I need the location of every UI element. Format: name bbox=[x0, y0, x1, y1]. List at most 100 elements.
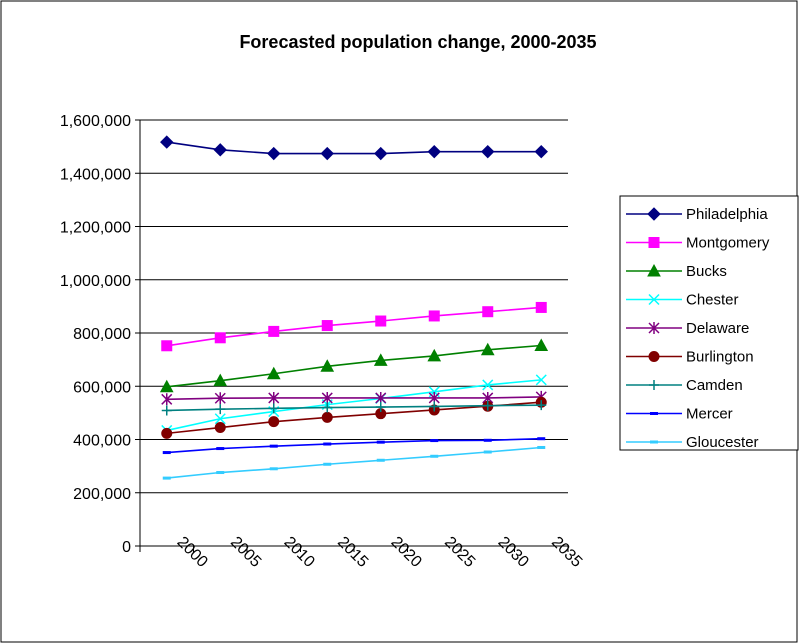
point-marker bbox=[537, 437, 546, 441]
point-marker bbox=[213, 143, 227, 157]
point-marker bbox=[650, 440, 658, 444]
point-marker bbox=[322, 402, 333, 413]
point-marker bbox=[321, 411, 333, 423]
point-marker bbox=[161, 427, 173, 439]
point-marker bbox=[375, 315, 387, 327]
point-marker bbox=[427, 348, 442, 362]
series-philadelphia bbox=[160, 135, 548, 161]
y-tick-label: 200,000 bbox=[73, 486, 131, 503]
y-tick-label: 0 bbox=[122, 539, 131, 556]
point-marker bbox=[373, 353, 388, 366]
point-marker bbox=[266, 366, 281, 380]
point-marker bbox=[321, 391, 333, 404]
series-line bbox=[166, 437, 542, 454]
point-marker bbox=[268, 416, 280, 428]
point-marker bbox=[269, 467, 278, 471]
series-line bbox=[166, 379, 542, 432]
series-line bbox=[166, 446, 542, 479]
point-marker bbox=[481, 144, 495, 159]
legend-entry-montgomery: Montgomery bbox=[626, 235, 770, 252]
point-marker bbox=[648, 293, 660, 306]
point-marker bbox=[161, 405, 172, 416]
y-tick-label: 400,000 bbox=[73, 433, 131, 450]
series-burlington bbox=[161, 396, 547, 439]
point-marker bbox=[323, 442, 332, 446]
legend-entry-bucks: Bucks bbox=[626, 263, 727, 280]
point-marker bbox=[321, 320, 333, 332]
series-line bbox=[166, 401, 542, 435]
point-marker bbox=[323, 462, 332, 466]
point-marker bbox=[376, 440, 385, 444]
series-line bbox=[166, 404, 542, 412]
point-marker bbox=[535, 374, 547, 386]
point-marker bbox=[534, 338, 549, 352]
point-marker bbox=[161, 340, 173, 352]
point-marker bbox=[648, 237, 660, 248]
legend: Philadelphia Montgomery Bucks Chester Delawa… bbox=[619, 195, 799, 451]
point-marker bbox=[648, 322, 660, 334]
y-tick-label: 800,000 bbox=[73, 326, 131, 343]
series-mercer bbox=[162, 437, 546, 455]
legend-label: Burlington bbox=[686, 349, 754, 366]
legend-label: Delaware bbox=[686, 320, 749, 337]
y-tick-label: 600,000 bbox=[73, 379, 131, 396]
legend-label: Camden bbox=[686, 377, 743, 394]
legend-label: Bucks bbox=[686, 263, 727, 280]
point-marker bbox=[375, 402, 386, 413]
point-marker bbox=[482, 379, 494, 391]
legend-label: Chester bbox=[686, 292, 739, 309]
point-marker bbox=[483, 450, 492, 454]
point-marker bbox=[482, 306, 494, 318]
point-marker bbox=[647, 263, 661, 277]
point-marker bbox=[160, 135, 174, 149]
series bbox=[159, 135, 549, 480]
legend-entry-chester: Chester bbox=[626, 292, 739, 309]
chart-title: Forecasted population change, 2000-2035 bbox=[239, 32, 596, 52]
point-marker bbox=[214, 413, 226, 425]
series-camden bbox=[161, 400, 547, 416]
legend-entry-philadelphia: Philadelphia bbox=[626, 206, 768, 223]
point-marker bbox=[216, 447, 225, 451]
point-marker bbox=[649, 380, 659, 390]
point-marker bbox=[535, 301, 547, 313]
legend-entry-gloucester: Gloucester bbox=[626, 434, 759, 451]
point-marker bbox=[483, 438, 492, 442]
point-marker bbox=[159, 379, 174, 393]
point-marker bbox=[537, 445, 546, 449]
point-marker bbox=[162, 476, 171, 480]
point-marker bbox=[214, 392, 226, 405]
series-line bbox=[166, 344, 542, 388]
point-marker bbox=[214, 422, 226, 434]
point-marker bbox=[376, 458, 385, 462]
legend-label: Gloucester bbox=[686, 434, 759, 451]
point-marker bbox=[480, 342, 495, 356]
point-marker bbox=[320, 359, 335, 372]
point-marker bbox=[214, 332, 226, 344]
point-marker bbox=[482, 400, 493, 411]
point-marker bbox=[650, 412, 658, 415]
y-tick-label: 1,000,000 bbox=[60, 273, 131, 290]
point-marker bbox=[375, 391, 387, 404]
series-montgomery bbox=[161, 301, 547, 352]
series-bucks bbox=[159, 338, 549, 393]
point-marker bbox=[267, 146, 281, 161]
point-marker bbox=[269, 444, 278, 448]
point-marker bbox=[430, 454, 439, 458]
point-marker bbox=[430, 439, 439, 443]
point-marker bbox=[161, 393, 173, 406]
legend-entry-burlington: Burlington bbox=[626, 349, 754, 366]
point-marker bbox=[648, 351, 660, 362]
legend-entry-delaware: Delaware bbox=[626, 320, 749, 337]
series-line bbox=[166, 306, 542, 347]
point-marker bbox=[268, 391, 280, 404]
series-gloucester bbox=[162, 445, 546, 480]
point-marker bbox=[320, 146, 334, 161]
point-marker bbox=[429, 401, 440, 412]
point-marker bbox=[162, 451, 171, 455]
legend-label: Philadelphia bbox=[686, 206, 768, 223]
series-line bbox=[166, 396, 542, 401]
point-marker bbox=[536, 400, 547, 411]
y-tick-label: 1,600,000 bbox=[60, 113, 131, 130]
legend-entry-camden: Camden bbox=[626, 377, 743, 394]
